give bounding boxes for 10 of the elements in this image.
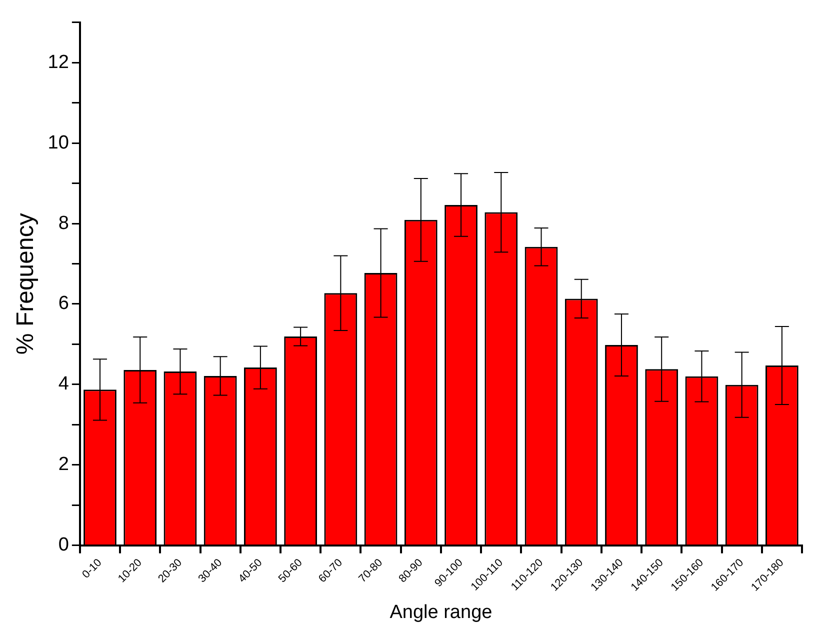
y-tick-label: 4 bbox=[58, 374, 70, 395]
y-tick-label: 12 bbox=[48, 52, 69, 73]
y-tick-label: 10 bbox=[48, 132, 69, 154]
y-tick-label: 2 bbox=[58, 454, 69, 476]
x-axis-title: Angle range bbox=[390, 602, 492, 623]
x-tick-label: 0-10 bbox=[80, 556, 104, 581]
y-tick-label: 6 bbox=[58, 293, 69, 314]
y-axis-title: % Frequency bbox=[12, 213, 40, 355]
y-tick-label: 8 bbox=[58, 212, 69, 234]
y-tick-label: 0 bbox=[58, 534, 69, 556]
